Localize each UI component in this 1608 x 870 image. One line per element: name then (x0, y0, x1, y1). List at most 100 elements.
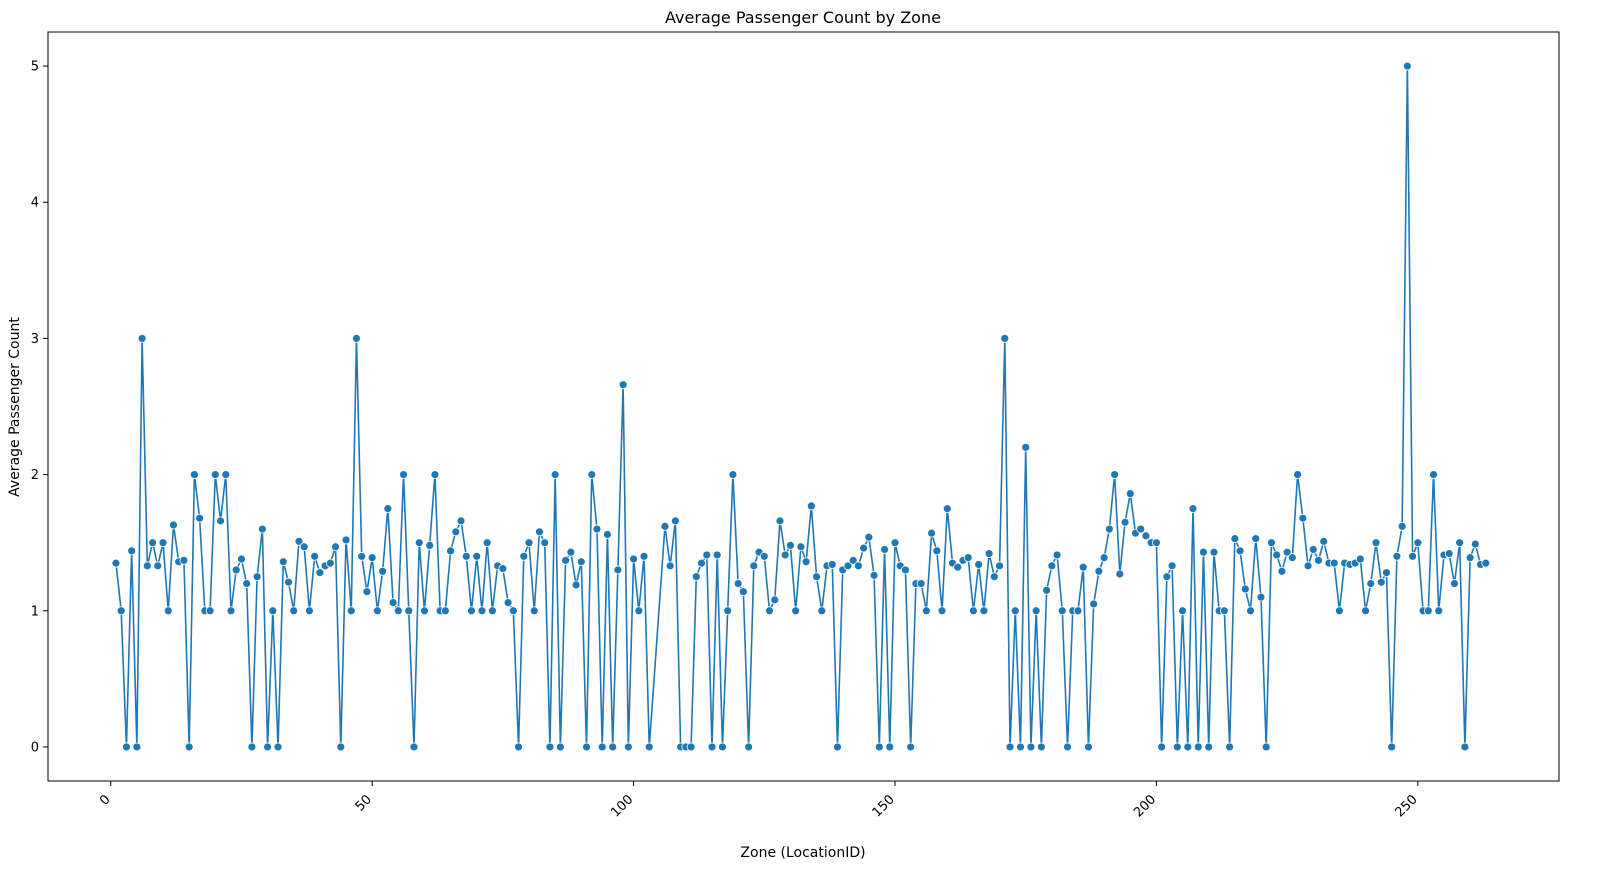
data-point (1303, 561, 1313, 571)
data-point (1136, 524, 1146, 534)
data-point (801, 557, 811, 567)
data-point (383, 504, 393, 514)
data-point (618, 380, 628, 390)
x-tick-label: 250 (1392, 792, 1420, 820)
data-point (284, 577, 293, 587)
data-point (712, 550, 722, 560)
data-point (566, 547, 576, 557)
data-point (869, 570, 879, 580)
data-point (1413, 538, 1423, 548)
data-point (733, 579, 743, 588)
data-point (916, 579, 926, 588)
data-point (1235, 546, 1245, 556)
data-point (906, 742, 916, 752)
data-point (461, 551, 471, 561)
data-point (1157, 742, 1167, 752)
data-point (1240, 584, 1250, 594)
data-point (488, 606, 497, 616)
y-axis-ticks: 0 1 2 3 4 5 (31, 60, 48, 755)
data-point (372, 606, 382, 616)
data-point (341, 535, 351, 545)
x-tick-label: 200 (1131, 792, 1159, 820)
data-point (1392, 551, 1402, 561)
data-point (1460, 742, 1470, 752)
data-point (1246, 606, 1255, 616)
data-point (639, 551, 649, 561)
data-point (1099, 553, 1109, 563)
data-point (1402, 61, 1412, 71)
data-point (263, 742, 272, 752)
data-point (671, 516, 680, 526)
data-point (540, 538, 550, 548)
data-point (744, 742, 753, 752)
data-point (247, 742, 257, 752)
data-point (1021, 442, 1031, 452)
data-point (707, 742, 717, 752)
data-point (289, 606, 299, 616)
data-point (587, 470, 597, 479)
data-point (519, 551, 529, 561)
data-point (1036, 742, 1046, 752)
data-point (446, 546, 455, 556)
data-point (1089, 599, 1099, 609)
y-axis-label: Average Passenger Count (7, 317, 23, 497)
data-point (404, 606, 414, 616)
data-point (226, 606, 236, 616)
data-point (665, 561, 675, 571)
data-point (623, 742, 633, 752)
data-point (1298, 513, 1308, 523)
data-point (1470, 539, 1480, 549)
data-point (1465, 553, 1475, 563)
y-tick-label: 4 (31, 196, 39, 211)
data-point (1084, 742, 1093, 752)
data-point (953, 562, 963, 572)
data-point (503, 598, 513, 607)
data-point (1073, 606, 1083, 616)
data-point (749, 561, 759, 571)
data-point (378, 566, 388, 576)
x-axis-ticks: 0 50 100 150 200 250 (97, 781, 1421, 820)
data-point (278, 557, 288, 567)
y-tick-label: 1 (31, 604, 39, 619)
data-point (1256, 592, 1266, 602)
data-point (1104, 524, 1114, 534)
data-point (718, 742, 727, 752)
data-point (1219, 606, 1229, 616)
data-point (1287, 553, 1297, 563)
data-point (425, 541, 435, 550)
data-point (629, 554, 638, 564)
data-point (195, 513, 205, 523)
data-point (137, 334, 147, 343)
data-point (592, 524, 602, 534)
y-tick-label: 0 (31, 740, 39, 755)
data-point (603, 530, 612, 539)
y-tick-label: 5 (31, 60, 39, 75)
data-point (550, 470, 560, 479)
plot-frame (47, 31, 1560, 782)
data-point (388, 598, 398, 607)
data-point (969, 606, 978, 616)
data-point (1047, 561, 1057, 571)
data-point (1455, 538, 1465, 548)
data-point (508, 606, 518, 616)
data-point (1141, 531, 1151, 541)
data-point (545, 742, 555, 752)
data-point (1188, 504, 1198, 514)
data-point (367, 553, 377, 563)
data-point (472, 551, 482, 561)
data-point (268, 606, 278, 616)
data-point (1209, 547, 1219, 557)
data-point (1444, 549, 1454, 558)
data-point (399, 470, 408, 479)
data-point (827, 560, 837, 569)
chart-title: Average Passenger Count by Zone (665, 8, 941, 27)
data-point (1397, 521, 1407, 531)
data-point (634, 606, 644, 616)
data-point (738, 587, 748, 597)
data-point (812, 572, 821, 582)
data-point (524, 538, 534, 548)
data-point (205, 606, 215, 616)
data-point (210, 470, 220, 479)
data-point (257, 524, 267, 534)
data-point (691, 572, 701, 582)
